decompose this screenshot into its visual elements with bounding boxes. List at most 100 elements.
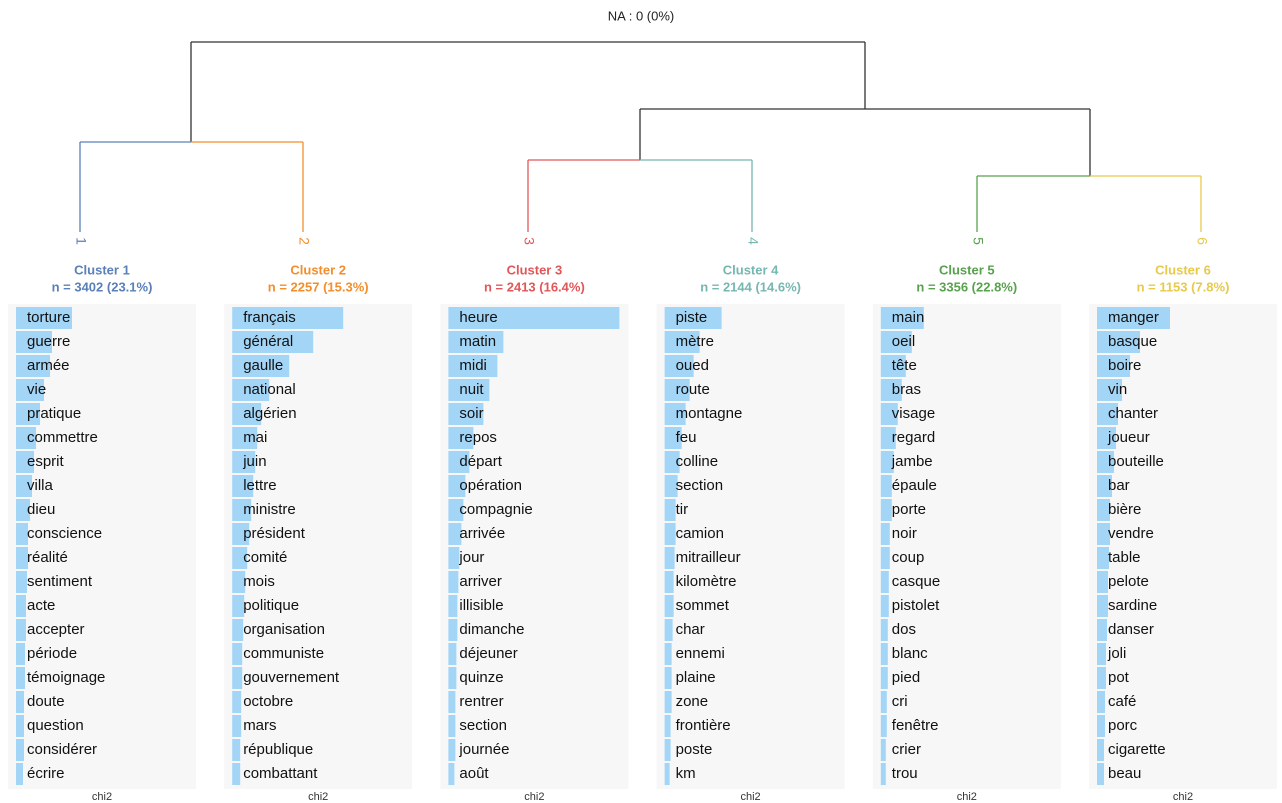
word-label: vendre: [1108, 525, 1154, 542]
word-label: dieu: [27, 501, 55, 518]
bar: [664, 499, 676, 521]
word-label: octobre: [243, 693, 293, 710]
bar: [448, 355, 498, 377]
word-label: section: [676, 477, 724, 494]
bar: [1097, 499, 1110, 521]
bar: [1097, 331, 1140, 353]
bar: [880, 427, 896, 449]
word-label: guerre: [27, 333, 70, 350]
word-label: quinze: [459, 669, 503, 686]
word-label: midi: [459, 357, 487, 374]
bar: [880, 499, 892, 521]
word-label: mètre: [676, 333, 714, 350]
bar: [1097, 715, 1105, 737]
word-label: plaine: [676, 669, 716, 686]
word-label: montagne: [676, 405, 743, 422]
bar: [232, 427, 258, 449]
word-label: table: [1108, 549, 1141, 566]
bar: [880, 403, 898, 425]
bar: [448, 379, 490, 401]
cluster-size: n = 1153 (7.8%): [1137, 279, 1230, 294]
bar: [1097, 619, 1107, 641]
word-label: casque: [892, 573, 940, 590]
word-label: opération: [459, 477, 522, 494]
word-label: oued: [676, 357, 709, 374]
bar: [448, 571, 459, 593]
bar: [1097, 571, 1108, 593]
word-label: président: [243, 525, 306, 542]
bar: [1097, 763, 1104, 785]
word-label: camion: [676, 525, 724, 542]
bar: [1097, 739, 1104, 761]
word-label: algérien: [243, 405, 296, 422]
word-label: noir: [892, 525, 917, 542]
word-label: chanter: [1108, 405, 1158, 422]
bar: [1097, 475, 1112, 497]
word-label: bière: [1108, 501, 1141, 518]
bar: [1097, 667, 1106, 689]
bar: [232, 307, 344, 329]
leaf-label: 1: [73, 237, 89, 245]
bar: [16, 595, 26, 617]
bar: [448, 691, 456, 713]
word-label: vin: [1108, 381, 1127, 398]
word-label: repos: [459, 429, 497, 446]
bar: [16, 667, 25, 689]
bar: [880, 739, 886, 761]
bar: [16, 403, 40, 425]
word-label: café: [1108, 693, 1136, 710]
word-label: porc: [1108, 717, 1138, 734]
word-label: mars: [243, 717, 276, 734]
bar: [232, 499, 252, 521]
cluster-title: Cluster 4: [723, 262, 779, 277]
bar: [232, 403, 262, 425]
bar: [16, 427, 36, 449]
bar: [448, 643, 457, 665]
word-label: colline: [676, 453, 719, 470]
word-label: pratique: [27, 405, 81, 422]
bar: [232, 451, 256, 473]
word-label: boire: [1108, 357, 1141, 374]
word-label: mai: [243, 429, 267, 446]
word-label: commettre: [27, 429, 98, 446]
bar: [880, 571, 889, 593]
word-label: doute: [27, 693, 65, 710]
word-label: période: [27, 645, 77, 662]
bar: [232, 715, 242, 737]
bar: [232, 523, 250, 545]
bar: [664, 571, 674, 593]
bar: [232, 739, 241, 761]
word-label: bras: [892, 381, 921, 398]
bar: [1097, 355, 1130, 377]
bar: [664, 595, 674, 617]
cluster-title: Cluster 6: [1155, 262, 1211, 277]
cluster-size: n = 2413 (16.4%): [484, 279, 585, 294]
word-label: dimanche: [459, 621, 524, 638]
bar: [880, 643, 888, 665]
word-label: français: [243, 309, 296, 326]
word-label: rentrer: [459, 693, 503, 710]
bar: [448, 523, 462, 545]
word-label: piste: [676, 309, 708, 326]
bar: [664, 307, 722, 329]
bar: [1097, 595, 1108, 617]
word-label: organisation: [243, 621, 325, 638]
bar: [880, 763, 886, 785]
word-label: accepter: [27, 621, 85, 638]
word-label: blanc: [892, 645, 928, 662]
x-axis-label: chi2: [524, 791, 544, 803]
word-label: politique: [243, 597, 299, 614]
word-label: feu: [676, 429, 697, 446]
bar: [232, 619, 244, 641]
word-label: cri: [892, 693, 908, 710]
leaf-label: 6: [1194, 237, 1210, 245]
word-label: bouteille: [1108, 453, 1164, 470]
bar: [232, 643, 243, 665]
word-label: pot: [1108, 669, 1130, 686]
word-label: épaule: [892, 477, 937, 494]
x-axis-label: chi2: [1173, 791, 1193, 803]
word-label: déjeuner: [459, 645, 517, 662]
bar: [16, 643, 25, 665]
bar: [232, 595, 245, 617]
word-label: ennemi: [676, 645, 725, 662]
